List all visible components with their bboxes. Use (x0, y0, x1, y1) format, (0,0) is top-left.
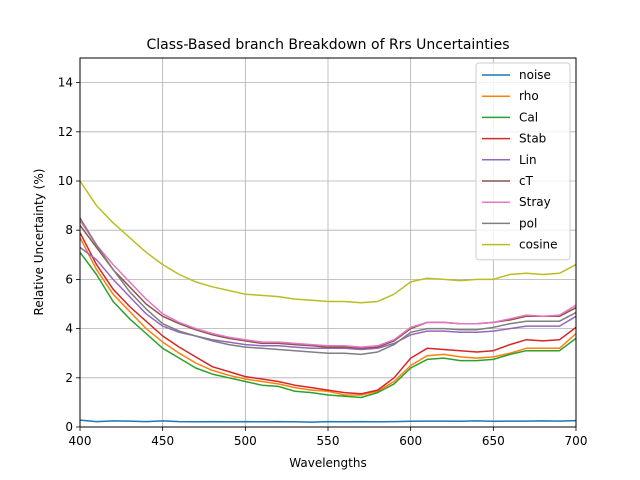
y-axis-label: Relative Uncertainty (%) (32, 169, 46, 316)
axis-ticks: 400 450 500 550 600 650 700 0 2 4 6 8 10 12 14 (58, 76, 588, 448)
series-line-stab (79, 232, 577, 395)
x-tick-label: 600 (399, 434, 422, 448)
legend-label: Cal (519, 110, 538, 124)
x-tick-label: 500 (234, 434, 257, 448)
y-tick-label: 8 (65, 223, 73, 237)
x-tick-label: 450 (151, 434, 174, 448)
series-line-pol (79, 217, 577, 356)
legend-box (475, 62, 571, 261)
legend-label: Stray (519, 195, 551, 209)
x-tick-label: 700 (565, 434, 588, 448)
series-line-noise (79, 419, 577, 423)
legend-label: Lin (519, 153, 537, 167)
x-tick-label: 650 (482, 434, 505, 448)
series-line-cosine (79, 180, 577, 304)
x-axis-label: Wavelengths (289, 456, 366, 470)
legend-label: noise (519, 68, 551, 82)
y-tick-label: 14 (58, 76, 73, 90)
legend-label: cT (519, 174, 534, 188)
legend-label: pol (519, 216, 537, 230)
series-line-stray (79, 219, 577, 348)
y-tick-label: 12 (58, 125, 73, 139)
y-tick-label: 4 (65, 322, 73, 336)
series-line-lin (79, 246, 577, 351)
chart-title: Class-Based branch Breakdown of Rrs Unce… (147, 37, 510, 53)
x-tick-label: 550 (317, 434, 340, 448)
legend-label: rho (519, 89, 539, 103)
y-tick-label: 10 (58, 174, 73, 188)
series-line-cal (79, 251, 577, 399)
legend: noise rho Cal Stab Lin cT Stray pol cosine (475, 62, 571, 261)
x-tick-label: 400 (69, 434, 92, 448)
legend-label: cosine (519, 238, 558, 252)
y-tick-label: 2 (65, 371, 73, 385)
y-tick-label: 6 (65, 272, 73, 286)
series-line-rho (79, 237, 577, 396)
y-tick-label: 0 (65, 420, 73, 434)
legend-label: Stab (519, 132, 546, 146)
series-layer (79, 180, 577, 423)
